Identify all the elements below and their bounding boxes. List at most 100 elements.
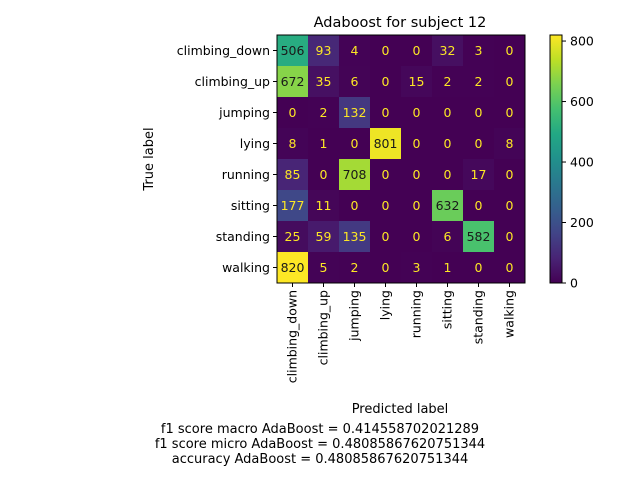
heatmap-cell [432, 35, 464, 67]
cell-value-label: 59 [316, 229, 332, 244]
colorbar [549, 34, 563, 284]
cell-value-label: 0 [506, 74, 514, 89]
heatmap-cell [494, 66, 526, 98]
cell-value-label: 0 [475, 136, 483, 151]
heatmap-cell [308, 159, 340, 191]
heatmap-cell [494, 97, 526, 129]
heatmap-cell [401, 35, 433, 67]
y-tick-label: climbing_down [177, 43, 270, 58]
accuracy-text: accuracy AdaBoost = 0.48085867620751344 [171, 452, 469, 467]
y-axis-label: True label [142, 127, 157, 191]
heatmap-cells [277, 35, 526, 284]
cell-value-label: 0 [320, 167, 328, 182]
cell-value-label: 0 [382, 229, 390, 244]
heatmap-cell [432, 128, 464, 160]
cell-value-label: 708 [343, 167, 367, 182]
heatmap-cell [494, 221, 526, 253]
heatmap-cell [432, 66, 464, 98]
colorbar-ticks: 0 200 400 600 800 [562, 34, 594, 291]
heatmap-cell [463, 252, 495, 284]
heatmap-cell [277, 128, 309, 160]
x-tick-label: lying [378, 290, 393, 320]
heatmap-cell [339, 97, 371, 129]
heatmap-cell [277, 221, 309, 253]
cell-value-label: 0 [382, 260, 390, 275]
heatmap-cell [370, 159, 402, 191]
heatmap-cell [401, 97, 433, 129]
cell-value-label: 0 [382, 105, 390, 120]
cell-value-label: 0 [413, 167, 421, 182]
cell-value-label: 820 [281, 260, 305, 275]
heatmap-cell [401, 190, 433, 222]
cell-value-label: 135 [343, 229, 367, 244]
cell-value-label: 0 [413, 43, 421, 58]
cell-value-label: 0 [444, 105, 452, 120]
x-tick-label: running [409, 290, 424, 338]
heatmap-cell [401, 252, 433, 284]
heatmap-cell [308, 252, 340, 284]
heatmap-cell [277, 97, 309, 129]
heatmap-cell [494, 35, 526, 67]
heatmap-cell [339, 221, 371, 253]
y-tick-label: lying [240, 136, 270, 151]
cell-value-label: 25 [285, 229, 301, 244]
heatmap-cell [401, 128, 433, 160]
y-tick-label: jumping [218, 105, 270, 120]
colorbar-tick-label: 400 [570, 155, 594, 170]
x-tick-label: jumping [347, 290, 362, 342]
cell-value-label: 32 [440, 43, 456, 58]
cell-value-label: 0 [413, 136, 421, 151]
heatmap-cell [339, 190, 371, 222]
heatmap-cell [339, 252, 371, 284]
heatmap-cell [308, 66, 340, 98]
cell-value-label: 177 [281, 198, 305, 213]
chart-title: Adaboost for subject 12 [314, 15, 487, 31]
y-tick-label: standing [216, 229, 270, 244]
cell-value-label: 0 [475, 105, 483, 120]
heatmap-cell [339, 128, 371, 160]
x-axis-ticks: climbing_down climbing_up jumping lying runn… [285, 283, 517, 383]
x-tick-label: walking [502, 290, 517, 338]
y-tick-label: walking [222, 260, 270, 275]
heatmap-cell [308, 221, 340, 253]
cell-value-label: 0 [444, 136, 452, 151]
heatmap-cell [494, 190, 526, 222]
heatmap-cell [463, 66, 495, 98]
heatmap-cell [277, 190, 309, 222]
cell-value-label: 2 [320, 105, 328, 120]
heatmap-cell [463, 221, 495, 253]
cell-value-label: 0 [506, 105, 514, 120]
cell-value-label: 0 [506, 43, 514, 58]
cell-value-label: 0 [475, 198, 483, 213]
cell-value-label: 0 [351, 198, 359, 213]
cell-value-label: 1 [320, 136, 328, 151]
colorbar-tick-label: 0 [570, 276, 578, 291]
heatmap-cell [370, 221, 402, 253]
heatmap-cell [432, 159, 464, 191]
cell-value-label: 0 [351, 136, 359, 151]
cell-value-label: 2 [444, 74, 452, 89]
heatmap-cell [277, 35, 309, 67]
heatmap-cell [463, 128, 495, 160]
cell-value-label: 2 [475, 74, 483, 89]
cell-value-label: 85 [285, 167, 301, 182]
heatmap-cell [308, 97, 340, 129]
cell-value-label: 8 [506, 136, 514, 151]
cell-value-label: 506 [281, 43, 305, 58]
cell-value-label: 1 [444, 260, 452, 275]
heatmap-cell [370, 128, 402, 160]
heatmap-cell [432, 252, 464, 284]
heatmap-cell [277, 66, 309, 98]
heatmap-cell [463, 159, 495, 191]
cell-value-label: 582 [467, 229, 491, 244]
heatmap-cell [370, 252, 402, 284]
cell-value-label: 0 [506, 167, 514, 182]
cell-value-label: 0 [413, 198, 421, 213]
cell-value-label: 2 [351, 260, 359, 275]
heatmap-cell [494, 252, 526, 284]
heatmap-cell [308, 128, 340, 160]
x-tick-label: standing [471, 290, 486, 344]
cell-value-label: 0 [506, 260, 514, 275]
heatmap-cell [370, 35, 402, 67]
